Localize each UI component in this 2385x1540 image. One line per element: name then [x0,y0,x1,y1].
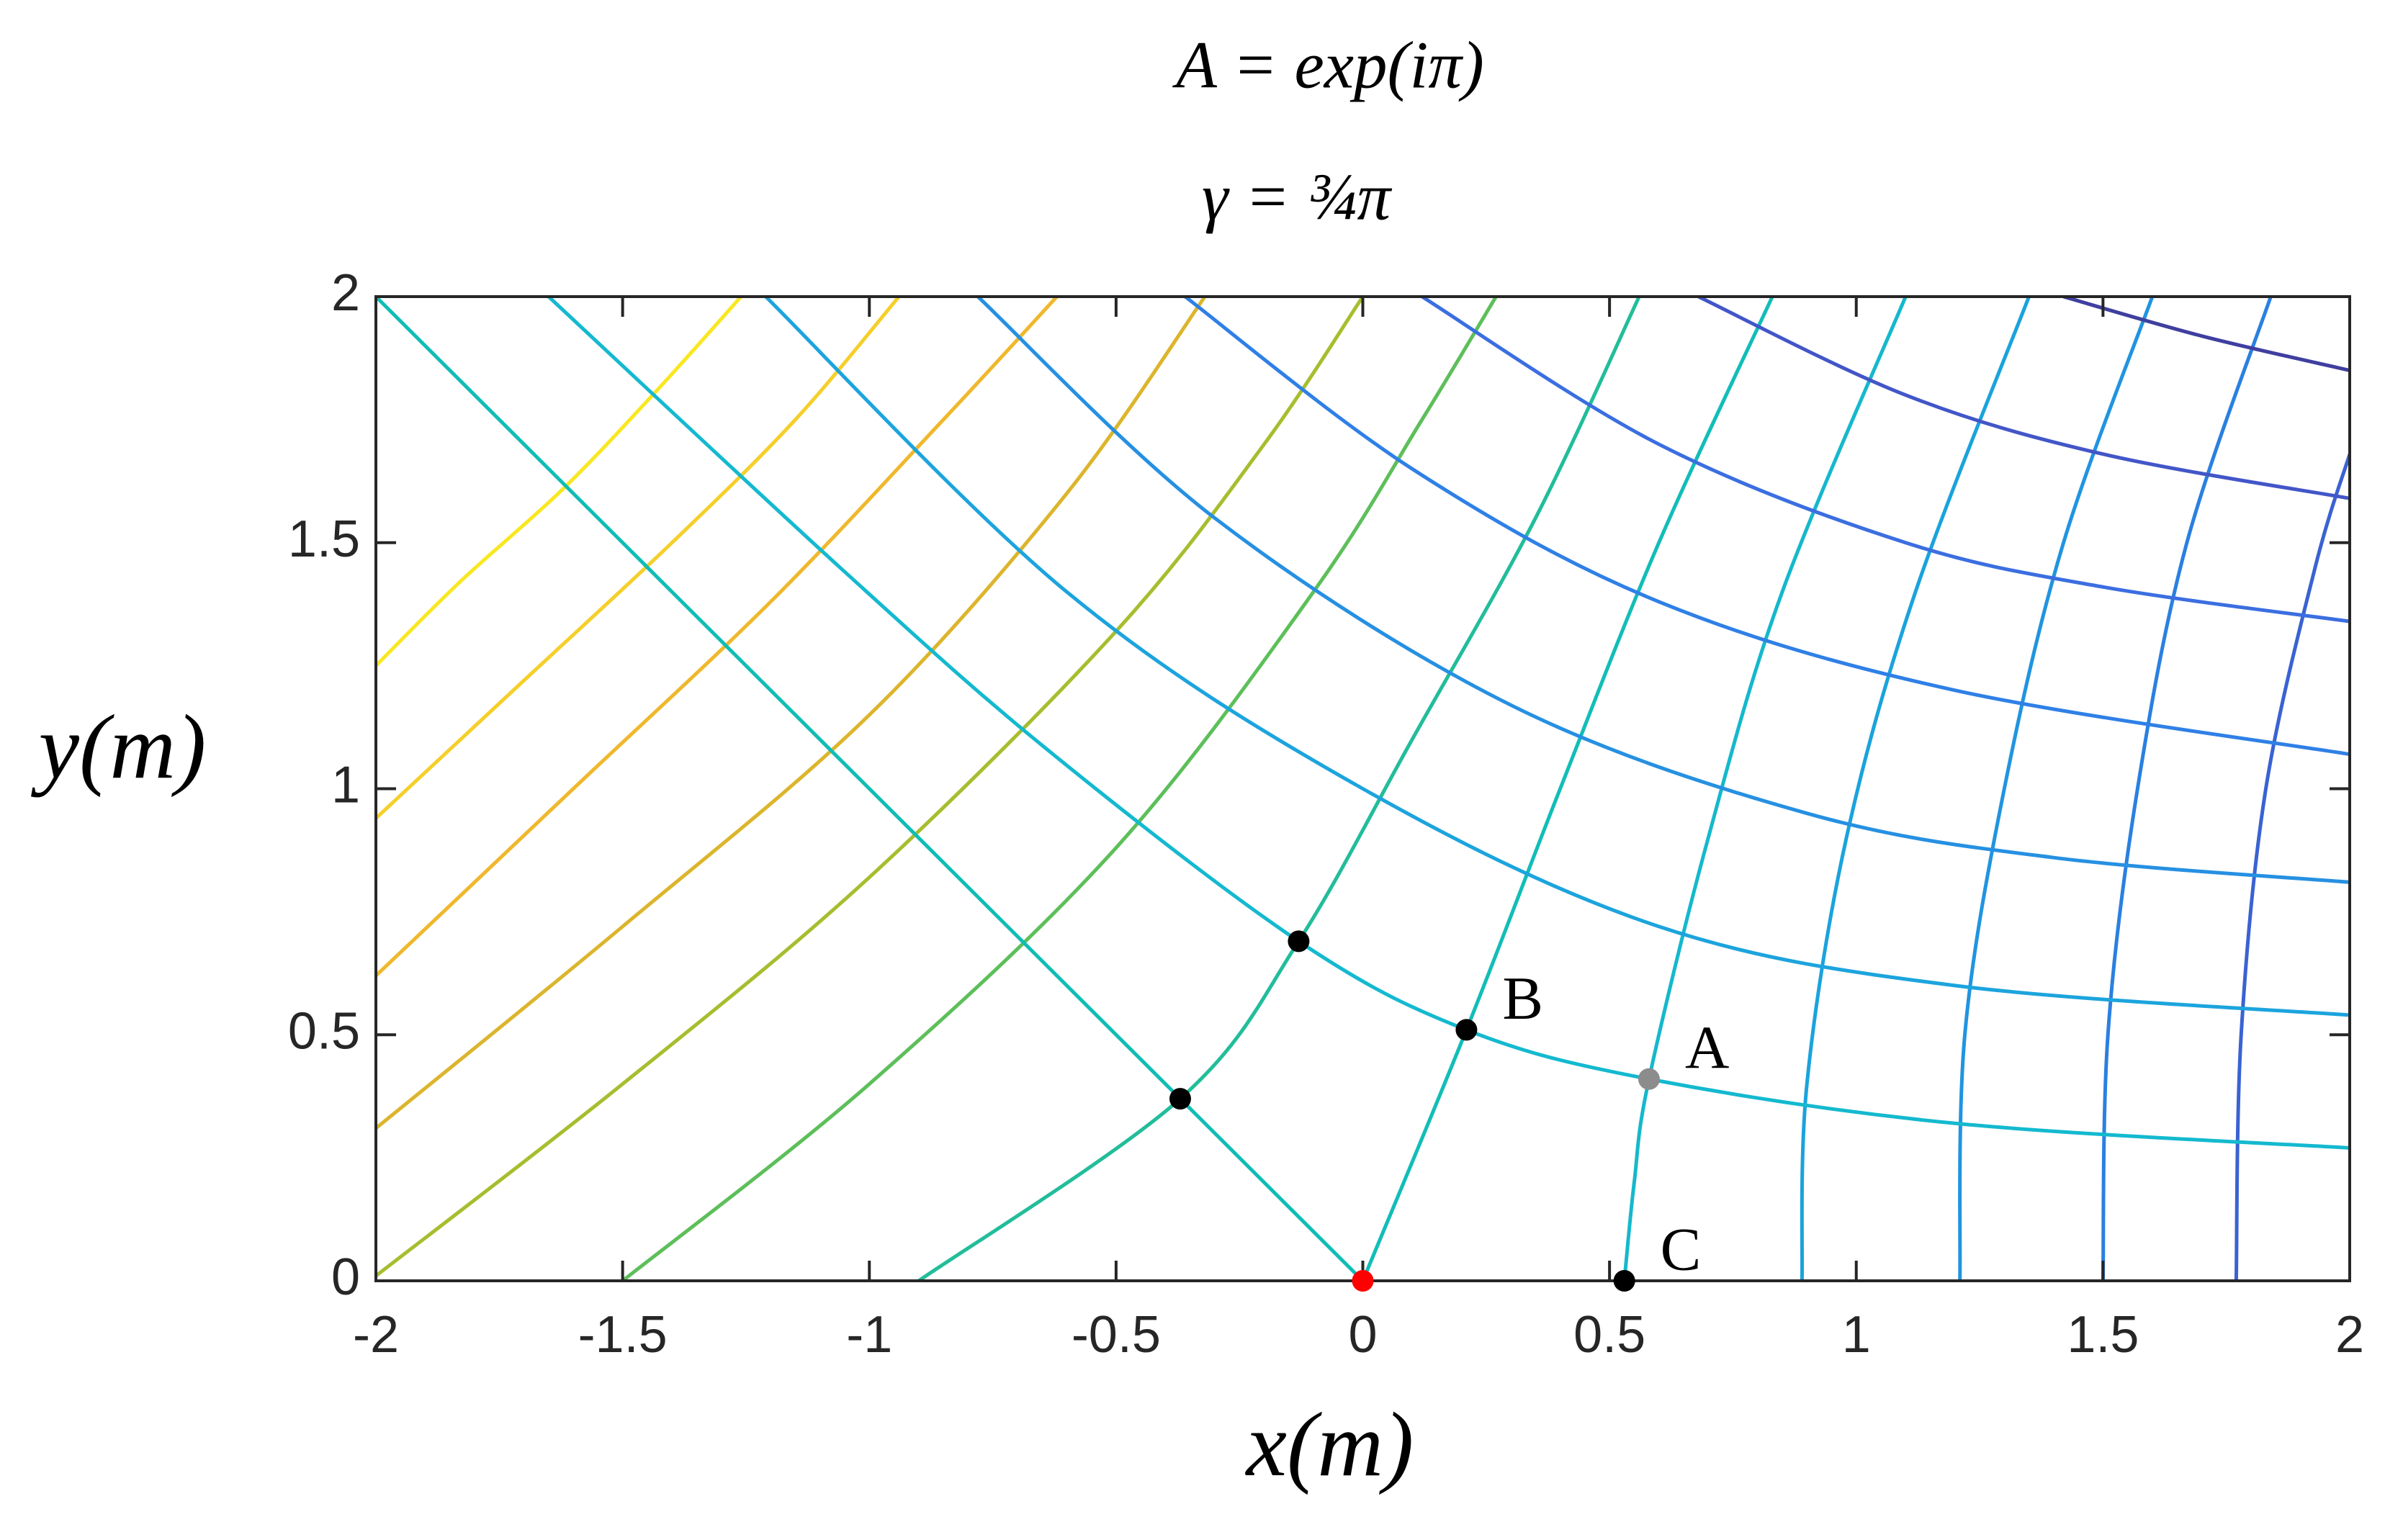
point-marker [1455,1019,1478,1041]
point-label: C [1661,1216,1702,1284]
point-marker [1638,1068,1660,1090]
contour-line [1958,297,2155,1281]
contour-line [547,297,2350,1150]
y-tick-label: 1 [331,757,360,814]
x-tick-label: 1 [1842,1306,1871,1364]
y-tick-label: 0.5 [288,1002,360,1060]
contour-line [1800,297,2031,1281]
x-tick-label: 1.5 [2067,1306,2139,1364]
y-tick-label: 2 [331,264,360,322]
point-marker [1169,1088,1191,1110]
contour-line [376,297,1207,1130]
y-tick-label: 1.5 [288,510,360,568]
x-tick-label: -0.5 [1072,1306,1161,1364]
x-tick-label: 2 [2335,1306,2364,1364]
y-tick-label: 0 [331,1248,360,1306]
point-marker [1352,1270,1374,1292]
chart-subtitle: γ = ¾π [1202,160,1393,234]
contour-line [376,297,1365,1281]
x-tick-label: -1 [846,1306,892,1364]
contour-line [1421,297,2350,623]
contour-line [621,297,1498,1281]
chart-title: A = exp(iπ) [1172,28,1484,102]
x-tick-label: 0.5 [1573,1306,1645,1364]
x-tick-label: -1.5 [578,1306,668,1364]
contour-line [2234,453,2350,1281]
contour-line [376,297,1365,1278]
point-label: A [1685,1014,1729,1081]
contour-line [376,297,901,820]
contour-line [2062,297,2350,372]
contour-line [376,297,742,667]
point-label: B [1502,965,1543,1032]
contour-line [917,297,1641,1281]
contour-line [764,297,2350,1017]
contour-line [976,297,2350,884]
y-axis-label: y(m) [31,697,207,798]
x-axis-label: x(m) [1245,1395,1414,1495]
x-tick-label: 0 [1348,1306,1377,1364]
contour-line [1361,297,1774,1281]
contour-line [1622,297,1908,1281]
point-marker [1288,930,1310,953]
x-tick-label: -2 [353,1306,399,1364]
contour-line [376,297,1059,978]
contour-line [1697,297,2350,500]
contour-line [1184,297,2350,757]
point-marker [1613,1270,1635,1292]
contour-line [2101,297,2273,1281]
